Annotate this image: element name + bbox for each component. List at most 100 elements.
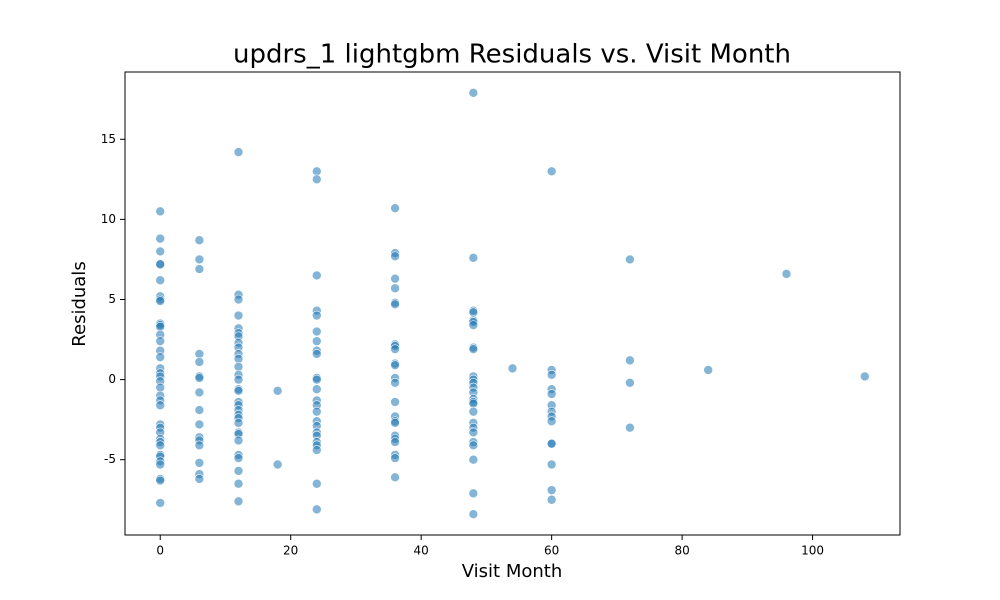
point xyxy=(155,321,166,332)
point xyxy=(546,485,557,495)
point xyxy=(468,509,479,519)
x-tick-label: 20 xyxy=(283,544,298,558)
point xyxy=(390,283,400,294)
point xyxy=(311,374,322,385)
point xyxy=(311,478,322,489)
point xyxy=(233,496,244,507)
point xyxy=(859,371,870,382)
point xyxy=(194,387,205,398)
point xyxy=(233,310,244,321)
point xyxy=(311,349,322,359)
y-axis-label: Residuals xyxy=(69,261,90,346)
plot-frame xyxy=(124,71,901,536)
y-tick-label: -5 xyxy=(104,452,116,466)
point xyxy=(194,254,205,265)
point xyxy=(155,206,166,217)
point xyxy=(311,326,322,337)
point xyxy=(390,472,400,483)
point xyxy=(468,406,479,417)
point xyxy=(155,336,166,346)
point xyxy=(468,307,479,318)
x-tick-label: 80 xyxy=(674,544,689,558)
point xyxy=(272,459,283,470)
point xyxy=(546,166,557,177)
x-tick-label: 0 xyxy=(156,544,164,558)
point xyxy=(390,397,400,407)
point xyxy=(194,474,205,484)
point xyxy=(155,498,166,508)
point xyxy=(194,349,205,359)
point xyxy=(194,357,205,367)
point xyxy=(194,264,205,274)
point xyxy=(546,389,557,399)
point xyxy=(233,353,244,364)
point xyxy=(194,440,205,451)
point xyxy=(468,320,479,330)
point xyxy=(155,246,166,257)
point xyxy=(272,386,283,396)
point xyxy=(468,427,479,438)
point xyxy=(155,352,166,362)
point xyxy=(194,405,205,415)
point xyxy=(546,438,557,449)
point xyxy=(233,294,244,305)
point xyxy=(781,269,792,279)
point xyxy=(311,166,322,177)
point xyxy=(390,418,400,428)
point xyxy=(233,466,244,476)
y-tick-label: 15 xyxy=(101,132,116,146)
point xyxy=(468,454,479,465)
point xyxy=(233,374,244,385)
point xyxy=(311,270,322,281)
point xyxy=(468,398,479,409)
y-tick-label: 10 xyxy=(101,212,116,226)
point xyxy=(194,235,205,246)
point xyxy=(311,174,322,185)
point xyxy=(546,369,557,380)
point xyxy=(468,344,479,354)
x-axis-label: Visit Month xyxy=(462,561,563,582)
x-tick-label: 100 xyxy=(801,544,824,558)
point xyxy=(390,453,400,463)
point xyxy=(390,344,400,354)
point xyxy=(390,437,400,447)
point xyxy=(390,251,400,262)
point xyxy=(625,254,635,265)
point xyxy=(311,406,322,417)
point xyxy=(625,355,635,366)
point xyxy=(233,386,244,396)
point xyxy=(233,453,244,463)
point xyxy=(703,365,714,375)
point xyxy=(546,459,557,470)
point xyxy=(155,459,166,470)
point xyxy=(233,418,244,428)
point xyxy=(155,275,166,286)
point xyxy=(311,384,322,395)
y-tick-label: 0 xyxy=(108,372,116,386)
point xyxy=(155,475,166,486)
x-tick-label: 60 xyxy=(544,544,559,558)
point xyxy=(390,203,400,213)
point xyxy=(390,360,400,370)
point xyxy=(546,494,557,505)
point xyxy=(390,273,400,284)
point xyxy=(194,373,205,383)
point xyxy=(155,400,166,411)
point xyxy=(233,147,244,157)
point xyxy=(155,233,166,244)
point xyxy=(155,296,166,306)
y-tick-label: 5 xyxy=(108,292,116,306)
point xyxy=(468,488,479,499)
point xyxy=(155,382,166,393)
chart-title: updrs_1 lightgbm Residuals vs. Visit Mon… xyxy=(233,40,791,70)
x-tick-label: 40 xyxy=(414,544,429,558)
point xyxy=(546,416,557,427)
point xyxy=(311,310,322,321)
point xyxy=(233,435,244,446)
point xyxy=(507,363,518,374)
point xyxy=(311,336,322,346)
point xyxy=(155,259,166,270)
point xyxy=(233,361,244,372)
